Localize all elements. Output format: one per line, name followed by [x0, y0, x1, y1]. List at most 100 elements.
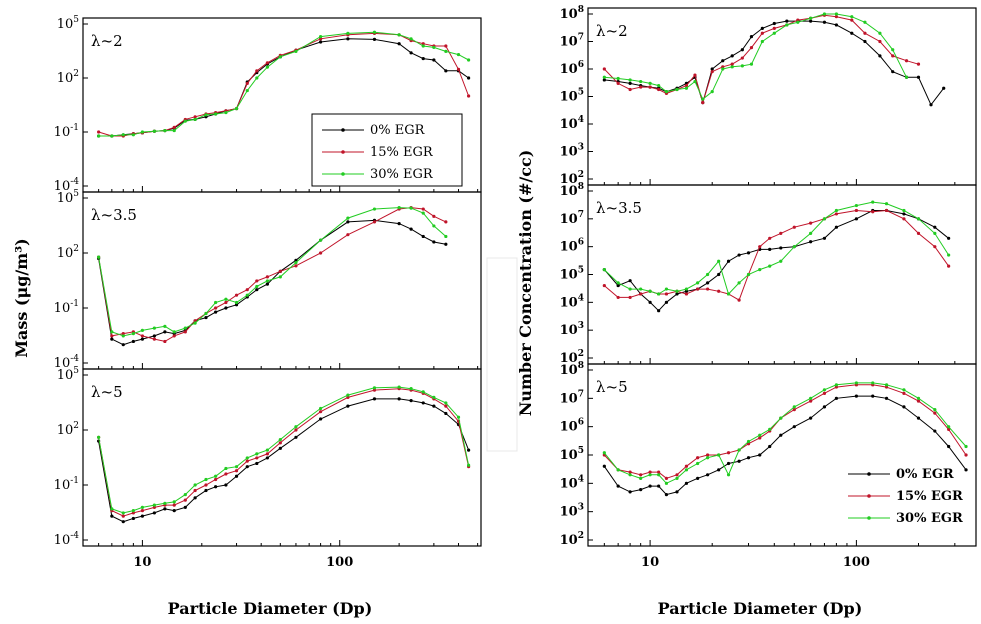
data-point: [758, 433, 762, 437]
legend-marker: [341, 128, 345, 132]
left-x-axis-title: Particle Diameter (Dp): [168, 599, 373, 618]
y-tick-label: 10-4: [54, 531, 80, 548]
data-point: [318, 34, 323, 39]
data-point: [278, 437, 282, 442]
data-point: [706, 281, 710, 285]
right-x-axis-title: Particle Diameter (Dp): [658, 599, 863, 618]
data-point: [346, 233, 350, 237]
data-point: [721, 67, 725, 71]
data-point: [792, 225, 796, 229]
data-point: [234, 300, 239, 305]
data-point: [193, 321, 197, 325]
data-point: [779, 259, 783, 263]
data-point: [854, 394, 858, 398]
y-tick-label: 102: [57, 69, 79, 86]
data-point: [863, 31, 867, 35]
data-point: [822, 12, 827, 16]
data-point: [854, 381, 858, 385]
data-point: [749, 46, 754, 50]
y-tick-label: 102: [57, 244, 79, 261]
data-point: [648, 81, 652, 85]
legend-marker: [867, 516, 871, 520]
data-point: [749, 35, 754, 39]
data-point: [792, 425, 796, 429]
data-point: [834, 12, 839, 16]
data-point: [657, 83, 661, 88]
data-point: [664, 493, 669, 497]
data-point: [768, 247, 772, 251]
data-point: [675, 289, 679, 293]
data-point: [140, 509, 144, 513]
data-point: [684, 481, 689, 485]
data-point: [657, 292, 661, 296]
data-point: [779, 246, 783, 250]
data-point: [172, 330, 176, 334]
data-point: [947, 264, 951, 268]
data-point: [740, 64, 744, 68]
y-tick-label: 104: [560, 474, 584, 491]
data-point: [421, 44, 425, 48]
data-point: [346, 404, 350, 408]
series-line: [98, 386, 470, 514]
data-point: [421, 401, 425, 405]
data-point: [152, 334, 156, 338]
data-point: [779, 231, 783, 235]
data-point: [121, 343, 125, 347]
data-point: [730, 62, 734, 66]
panel: 102 103 104 105 106 107 108 λ~5 0% EGR 15% EGR 30%…: [560, 361, 977, 570]
data-point: [693, 73, 697, 77]
panel-label: λ~3.5: [91, 206, 137, 224]
x-tick-label: 10: [641, 555, 659, 570]
data-point: [602, 67, 606, 71]
data-point: [432, 224, 436, 228]
data-point: [110, 514, 114, 518]
data-point: [346, 216, 350, 220]
series-line: [603, 384, 967, 479]
data-point: [916, 399, 921, 403]
data-point: [372, 30, 377, 34]
y-tick-label: 102: [57, 421, 79, 438]
data-point: [834, 15, 839, 19]
data-point: [121, 520, 125, 524]
data-point: [140, 337, 144, 341]
data-point: [628, 473, 632, 477]
data-point: [265, 452, 269, 456]
data-point: [255, 461, 259, 466]
panel-label: λ~5: [91, 383, 123, 401]
panel: 10-4 10-1 102 105 λ~3.5: [54, 189, 482, 371]
data-point: [746, 272, 751, 277]
data-point: [245, 88, 249, 93]
data-point: [796, 20, 800, 24]
data-point: [726, 461, 731, 466]
data-point: [639, 476, 643, 480]
data-point: [183, 326, 187, 330]
data-point: [916, 231, 921, 235]
data-point: [616, 283, 620, 288]
y-tick-label: 105: [560, 88, 584, 105]
data-point: [204, 315, 208, 320]
data-point: [234, 106, 239, 111]
data-point: [444, 44, 448, 48]
legend-label: 15% EGR: [896, 489, 963, 504]
data-point: [602, 451, 606, 455]
data-point: [648, 470, 652, 474]
data-point: [628, 470, 632, 474]
data-point: [97, 435, 101, 439]
data-point: [110, 507, 114, 511]
data-point: [224, 300, 228, 305]
data-point: [140, 328, 144, 333]
data-point: [97, 255, 101, 259]
data-point: [409, 227, 413, 231]
data-point: [97, 130, 101, 134]
y-tick-label: 107: [560, 210, 584, 227]
data-point: [884, 385, 889, 389]
data-point: [871, 381, 875, 385]
data-point: [878, 54, 882, 58]
data-point: [255, 288, 259, 292]
data-point: [947, 444, 951, 449]
data-point: [397, 222, 401, 226]
data-point: [822, 236, 827, 240]
data-point: [710, 90, 714, 94]
data-point: [183, 492, 187, 497]
data-point: [214, 477, 218, 482]
